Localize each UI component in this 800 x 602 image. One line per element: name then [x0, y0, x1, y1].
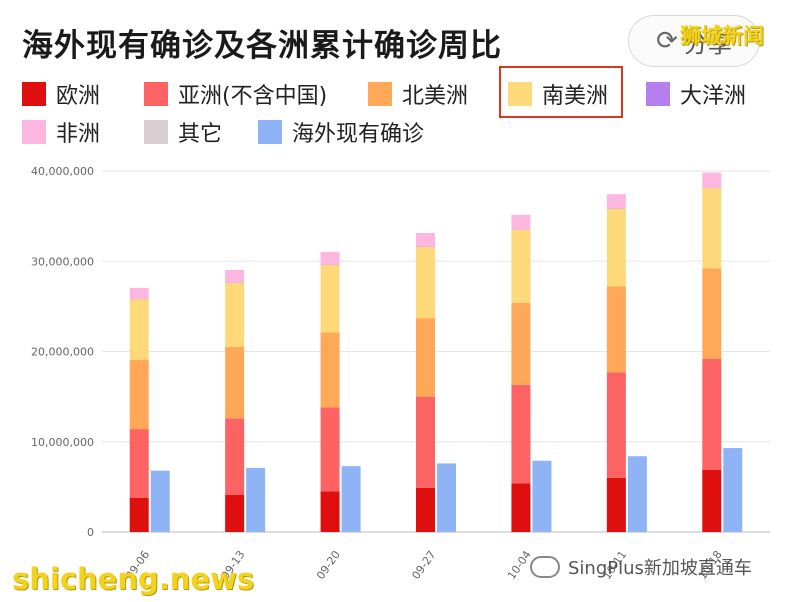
stacked-bar-segment	[511, 214, 531, 230]
stacked-bar-segment	[606, 477, 626, 532]
stacked-bar-segment	[606, 208, 626, 287]
side-bar	[150, 470, 170, 532]
side-bar	[627, 456, 647, 532]
legend-item-europe: 欧洲	[22, 78, 100, 110]
stacked-bar-segment	[225, 346, 245, 419]
stacked-bar-segment	[511, 483, 531, 532]
watermark-channel-label: SingPlus新加坡直通车	[568, 558, 752, 579]
y-tick-label: 20,000,000	[31, 346, 94, 359]
legend-item-asia: 亚洲(不含中国)	[144, 78, 327, 110]
y-tick-label: 30,000,000	[31, 255, 94, 268]
side-bar	[437, 463, 456, 532]
stacked-bar-segment	[511, 302, 531, 385]
stacked-bar-segment	[606, 194, 626, 209]
stacked-bar-segment	[416, 396, 435, 488]
stacked-bar-segment	[416, 246, 435, 319]
side-bar	[723, 448, 743, 532]
watermark-logo-top: 狮城新闻	[680, 24, 764, 48]
legend-label: 海外现有确诊	[292, 122, 425, 147]
stacked-bar-segment	[702, 268, 722, 359]
stacked-bar-segment	[320, 407, 340, 492]
stacked-bar-segment	[225, 418, 245, 495]
legend-item-other: 其它	[144, 116, 222, 148]
stacked-bar-segment	[702, 358, 722, 470]
stacked-bar-segment	[129, 497, 149, 532]
stacked-bar-segment	[702, 172, 722, 188]
stacked-bar-segment	[129, 288, 149, 299]
stacked-bar-segment	[225, 282, 245, 347]
stacked-bar-segment	[320, 491, 340, 532]
share-button-label: 分享	[683, 29, 732, 58]
stacked-bar-segment	[702, 188, 722, 269]
legend-label: 大洋洲	[680, 84, 747, 109]
stacked-bar-segment	[320, 264, 340, 333]
legend-swatch	[144, 120, 168, 144]
stacked-bar-segment	[416, 233, 435, 247]
side-bar	[532, 460, 552, 532]
chart-title: 海外现有确诊及各洲累计确诊周比	[22, 28, 502, 64]
side-bar	[341, 466, 361, 532]
legend-label: 南美洲	[542, 84, 609, 109]
stacked-bar-segment	[320, 251, 340, 265]
y-tick-label: 0	[87, 526, 94, 539]
legend-swatch	[144, 82, 168, 106]
legend-item-oceania: 大洋洲	[646, 78, 746, 110]
stacked-bar-segment	[511, 229, 531, 303]
legend-item-africa: 非洲	[22, 116, 100, 148]
legend-label: 亚洲(不含中国)	[178, 84, 328, 109]
stacked-bar-segment	[129, 359, 149, 430]
legend-swatch	[646, 82, 670, 106]
x-tick-label: 09-27	[409, 548, 438, 582]
legend-swatch	[22, 120, 46, 144]
legend-label: 欧洲	[56, 84, 101, 109]
legend-swatch	[258, 120, 282, 144]
share-button[interactable]: ⟳ 分享	[628, 15, 760, 67]
wechat-icon	[530, 556, 560, 578]
stacked-bar-segment	[606, 372, 626, 478]
stacked-bar-segment	[416, 318, 435, 397]
stacked-bar-segment	[225, 494, 245, 532]
stacked-bar-segment	[511, 384, 531, 484]
y-tick-label: 40,000,000	[31, 165, 94, 178]
legend-swatch	[508, 82, 532, 106]
legend-label: 北美洲	[402, 84, 469, 109]
stacked-bar-segment	[129, 299, 149, 360]
stacked-bar-segment	[129, 429, 149, 498]
legend-swatch	[368, 82, 392, 106]
side-bar	[246, 467, 266, 532]
legend-item-south-america: 南美洲	[508, 78, 608, 110]
stacked-bar-segment	[320, 332, 340, 408]
x-tick-label: 09-20	[314, 548, 343, 582]
highlight-box	[499, 66, 623, 118]
legend-label: 非洲	[56, 122, 101, 147]
watermark-site: shicheng.news	[12, 562, 255, 596]
legend-item-north-america: 北美洲	[368, 78, 468, 110]
share-icon: ⟳	[656, 26, 678, 56]
y-tick-label: 10,000,000	[31, 436, 94, 449]
watermark-channel: SingPlus新加坡直通车	[530, 554, 752, 580]
legend-label: 其它	[178, 122, 223, 147]
stacked-bar-segment	[702, 469, 722, 532]
legend-item-overseas-current: 海外现有确诊	[258, 116, 424, 148]
stacked-bar-segment	[606, 286, 626, 373]
stacked-bar-segment	[416, 487, 435, 532]
legend-swatch	[22, 82, 46, 106]
stacked-bar-segment	[225, 270, 245, 283]
